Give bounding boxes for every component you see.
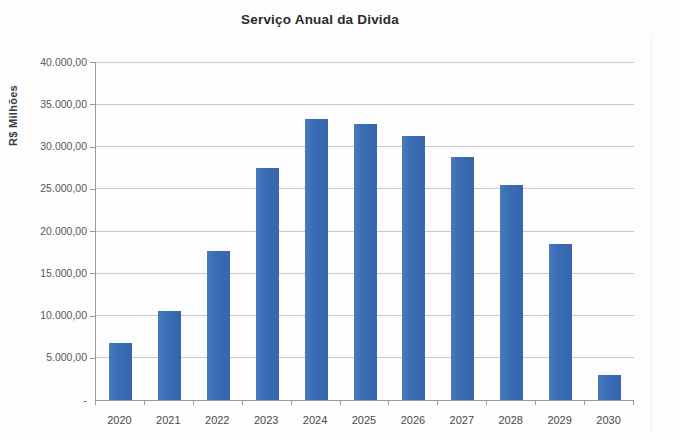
x-tick-label: 2020 — [95, 414, 143, 426]
gridline — [96, 104, 634, 105]
x-axis-tickmark — [193, 401, 194, 405]
x-tick-label: 2023 — [242, 414, 290, 426]
y-axis-tickmark — [90, 147, 95, 148]
y-tick-label: 40.000,00 — [0, 56, 87, 68]
bar-2026 — [402, 136, 425, 400]
y-tick-label: 20.000,00 — [0, 225, 87, 237]
bar-2020 — [109, 343, 132, 400]
x-tick-label: 2022 — [193, 414, 241, 426]
x-tick-label: 2030 — [585, 414, 633, 426]
y-axis-tickmark — [90, 231, 95, 232]
x-axis-tickmark — [95, 401, 96, 405]
y-axis-tickmark — [90, 358, 95, 359]
bar-2025 — [354, 124, 377, 400]
y-axis-tickmark — [90, 104, 95, 105]
chart-title: Serviço Anual da Divida — [20, 12, 620, 27]
bar-2030 — [598, 375, 621, 400]
bar-chart: Serviço Anual da Divida R$ Milhões 40.00… — [0, 0, 680, 440]
y-tick-label: 30.000,00 — [0, 140, 87, 152]
bar-2021 — [158, 311, 181, 400]
x-axis-tickmark — [486, 401, 487, 405]
x-axis-tickmark — [388, 401, 389, 405]
x-tick-label: 2021 — [144, 414, 192, 426]
y-axis-title: R$ Milhões — [7, 61, 22, 171]
x-axis-tickmark — [144, 401, 145, 405]
x-tick-label: 2029 — [536, 414, 584, 426]
plot-area — [95, 62, 634, 401]
bar-2023 — [256, 168, 279, 400]
y-tick-label: 25.000,00 — [0, 182, 87, 194]
bar-2028 — [500, 185, 523, 400]
bar-2027 — [451, 157, 474, 400]
y-tick-label: 10.000,00 — [0, 309, 87, 321]
x-axis-tickmark — [584, 401, 585, 405]
x-axis-tickmark — [633, 401, 634, 405]
x-axis-tickmark — [242, 401, 243, 405]
y-tick-label: - — [0, 394, 87, 406]
x-axis-tickmark — [291, 401, 292, 405]
bar-2029 — [549, 244, 572, 400]
bar-2024 — [305, 119, 328, 400]
x-tick-label: 2027 — [438, 414, 486, 426]
x-axis-tickmark — [535, 401, 536, 405]
y-tick-label: 5.000,00 — [0, 351, 87, 363]
y-axis-tickmark — [90, 189, 95, 190]
x-tick-label: 2025 — [340, 414, 388, 426]
x-axis-tickmark — [437, 401, 438, 405]
gridline — [96, 62, 634, 63]
bar-2022 — [207, 251, 230, 400]
y-axis-tickmark — [90, 62, 95, 63]
y-tick-label: 15.000,00 — [0, 267, 87, 279]
y-axis-tickmark — [90, 316, 95, 317]
x-tick-label: 2024 — [291, 414, 339, 426]
chart-frame-edge — [651, 36, 652, 432]
x-tick-label: 2028 — [487, 414, 535, 426]
y-tick-label: 35.000,00 — [0, 98, 87, 110]
x-tick-label: 2026 — [389, 414, 437, 426]
x-axis-tickmark — [340, 401, 341, 405]
y-axis-tickmark — [90, 273, 95, 274]
